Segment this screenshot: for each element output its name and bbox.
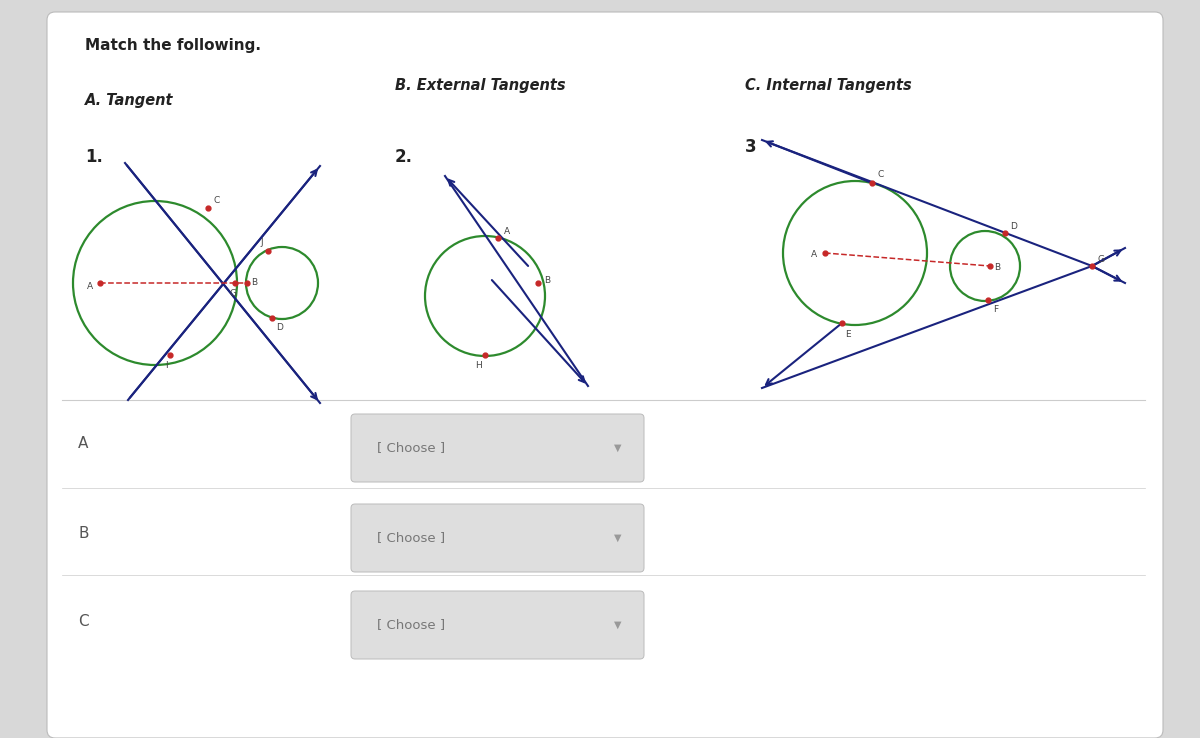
Text: G: G [229, 289, 236, 298]
Text: 2.: 2. [395, 148, 413, 166]
FancyBboxPatch shape [47, 12, 1163, 738]
Text: [ Choose ]: [ Choose ] [377, 531, 445, 545]
Text: B: B [78, 526, 89, 542]
Text: A: A [78, 436, 89, 452]
Text: [ Choose ]: [ Choose ] [377, 618, 445, 632]
Text: B. External Tangents: B. External Tangents [395, 78, 565, 93]
Text: C: C [214, 196, 220, 205]
Text: E: E [845, 330, 851, 339]
Text: B: B [544, 276, 550, 285]
Text: D: D [1010, 222, 1016, 231]
Text: A: A [86, 282, 94, 291]
Text: A: A [811, 250, 817, 259]
Text: ▼: ▼ [614, 620, 622, 630]
FancyBboxPatch shape [352, 504, 644, 572]
FancyBboxPatch shape [352, 591, 644, 659]
Text: B: B [251, 278, 257, 287]
Text: C: C [78, 613, 89, 629]
Text: F: F [994, 305, 998, 314]
Text: I: I [164, 361, 167, 370]
Text: ▼: ▼ [614, 443, 622, 453]
Text: ▼: ▼ [614, 533, 622, 543]
Text: C. Internal Tangents: C. Internal Tangents [745, 78, 912, 93]
Text: 1.: 1. [85, 148, 103, 166]
FancyBboxPatch shape [352, 414, 644, 482]
Text: D: D [276, 323, 283, 332]
Text: J: J [260, 238, 263, 247]
Text: [ Choose ]: [ Choose ] [377, 441, 445, 455]
Text: C: C [877, 170, 883, 179]
Text: A. Tangent: A. Tangent [85, 93, 174, 108]
Text: 3: 3 [745, 138, 757, 156]
Text: H: H [475, 361, 481, 370]
Text: G: G [1098, 255, 1105, 264]
Text: A: A [504, 227, 510, 236]
Text: B: B [994, 263, 1000, 272]
Text: Match the following.: Match the following. [85, 38, 262, 53]
